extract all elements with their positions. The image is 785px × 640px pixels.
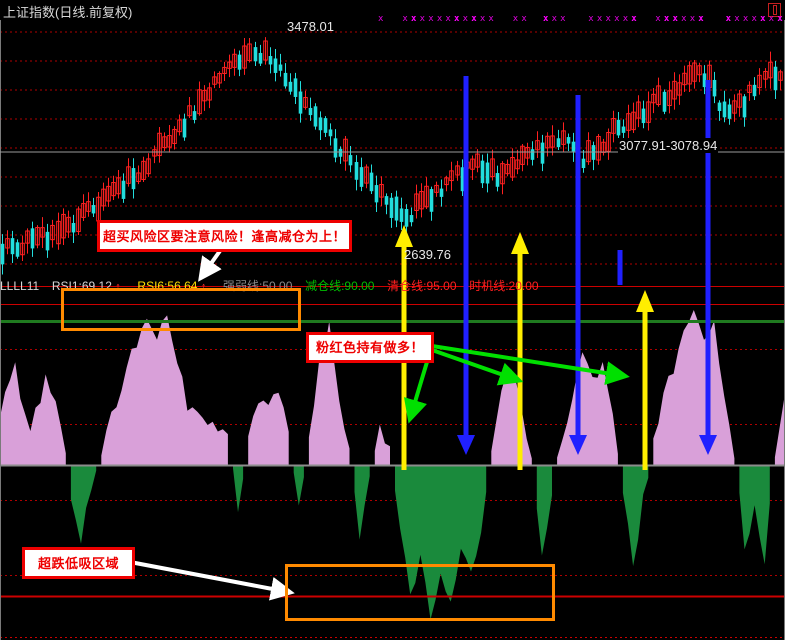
highlight-box-oversold [285,564,555,621]
signal-marker: x [768,14,775,24]
signal-marker: x [742,14,749,24]
signal-marker: x [378,14,384,24]
signal-marker: x [436,14,443,24]
high-price-label: 3478.01 [287,19,334,34]
reduce-line-value: 减仓线:90.00 [305,279,375,293]
signal-marker: x [622,14,629,24]
signal-marker: x [760,14,766,24]
signal-marker: x [428,14,434,24]
signal-marker: x [551,14,557,24]
signal-marker: x [560,14,566,24]
low-price-label: 2639.76 [404,247,451,262]
signal-marker: x [521,14,527,24]
signal-marker: x [734,14,740,24]
signal-marker: x [588,14,594,24]
signal-marker: x [698,14,704,24]
signal-marker: x [488,14,494,24]
callout-overbought: 超买风险区要注意风险！逢高减仓为上！ [97,220,352,252]
indicator-name: LLLL11 [0,279,40,293]
signal-marker: x [614,14,620,24]
rsi1-trend-icon: ↑ [115,281,121,293]
callout-pink-hold: 粉红色持有做多！ [306,332,434,363]
close-icon[interactable] [768,3,781,17]
signal-marker: x [471,14,477,24]
title-bar: 上证指数(日线.前复权) [0,0,785,20]
signal-marker: x [689,14,696,24]
price-chart-svg [0,20,785,285]
rsi6-trend-icon: ↑ [200,281,207,293]
indicator-chart-svg [0,285,785,640]
signal-marker: x [512,14,519,24]
signal-marker: x [462,14,469,24]
signal-marker: x [663,14,670,24]
signal-marker: x [445,14,451,24]
signal-marker: x [411,14,417,24]
clear-line-value: 清仓线:95.00 [387,279,457,293]
page-title: 上证指数(日线.前复权) [3,5,133,20]
signal-marker: x [596,14,603,24]
signal-marker: x [542,14,549,24]
callout-oversold: 超跌低吸区域 [22,547,135,579]
signal-marker: x [681,14,687,24]
signal-marker: x [454,14,460,24]
signal-marker: x [419,14,426,24]
cursor-price-label: 3077.91-3078.94 [618,138,719,153]
signal-marker: x [672,14,678,24]
signal-marker: x [605,14,611,24]
signal-marker: x [751,14,757,24]
signal-marker: x [402,14,408,24]
signal-marker: x [631,14,637,24]
signal-marker: x [655,14,661,24]
signal-marker: x [725,14,732,24]
signal-marker: x [777,14,783,24]
signal-marker: x [479,14,486,24]
highlight-box-overbought [61,288,301,331]
timing-line-value: 时机线:20.00 [469,279,539,293]
